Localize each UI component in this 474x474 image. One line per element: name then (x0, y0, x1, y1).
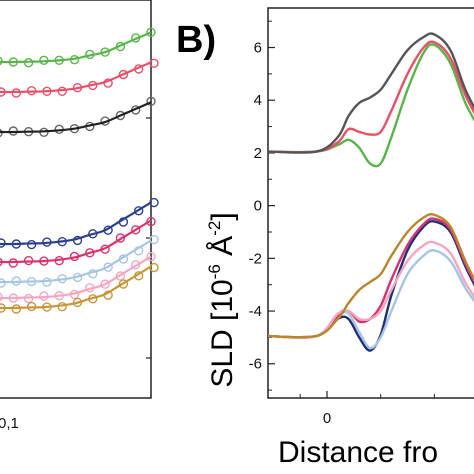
reflectivity-fit-line (0, 265, 152, 310)
x-axis-label: Distance fro (278, 436, 438, 469)
y-axis-label-superscript: -2 (205, 221, 224, 236)
y-tick-label: 4 (254, 92, 262, 109)
y-tick-label: 6 (254, 40, 262, 57)
sld-profile-line (267, 32, 474, 154)
sld-profile-line (267, 240, 474, 339)
reflectivity-data-point (146, 96, 156, 107)
y-axis-title: SLD [10-6 Å-2] (205, 212, 239, 387)
reflectivity-fit-line (0, 61, 152, 94)
reflectivity-fit-line (0, 201, 152, 246)
y-tick-label: 2 (254, 145, 262, 162)
reflectivity-data-point (133, 206, 144, 216)
reflectivity-data-point (130, 260, 141, 270)
reflectivity-data-point (130, 225, 141, 235)
x-tick-label: 0 (323, 410, 331, 427)
reflectivity-data-point (146, 216, 156, 227)
y-axis-label-part: ] (206, 212, 239, 220)
sld-profile-line (267, 220, 474, 352)
reflectivity-data-point (115, 110, 126, 121)
sld-profile-line (267, 43, 474, 168)
panel-a-curves (0, 27, 159, 314)
y-tick-label: 0 (254, 198, 262, 215)
reflectivity-data-point (118, 69, 129, 80)
panel-b-frame (267, 7, 474, 399)
sld-profile-line (267, 249, 474, 350)
reflectivity-data-point (100, 279, 110, 289)
reflectivity-fit-line (0, 255, 152, 300)
panel-a: 0,1 (0, 0, 159, 432)
y-tick-label: -4 (249, 303, 262, 320)
panel-b-curves (267, 32, 474, 352)
reflectivity-fit-line (0, 31, 152, 64)
reflectivity-fit-line (0, 239, 152, 284)
y-axis-label-superscript: -6 (205, 264, 224, 279)
panel-b-ticks: 6 4 2 0 -2 -4 -6 0 (249, 20, 435, 427)
y-axis-label-part: Å (206, 236, 239, 264)
sld-profile-line (267, 217, 474, 339)
y-tick-label: -2 (249, 250, 262, 267)
panel-a-frame (0, 0, 152, 399)
reflectivity-data-point (103, 262, 113, 272)
reflectivity-data-point (118, 279, 129, 289)
reflectivity-data-point (149, 234, 159, 245)
y-axis-label-part: SLD [10 (206, 279, 239, 387)
panel-letter: B) (176, 19, 216, 61)
reflectivity-data-point (146, 27, 156, 37)
reflectivity-fit-line (0, 101, 152, 134)
panel-a-x-tick-label: 0,1 (0, 415, 19, 432)
reflectivity-fit-line (0, 219, 152, 264)
y-tick-label: -6 (249, 356, 262, 373)
sld-profile-line (267, 40, 474, 154)
reflectivity-data-point (115, 271, 126, 281)
reflectivity-data-point (115, 233, 126, 243)
reflectivity-data-point (146, 251, 156, 262)
sld-profile-line (267, 213, 474, 339)
y-axis-label: SLD [10-6 Å-2] (205, 212, 239, 387)
